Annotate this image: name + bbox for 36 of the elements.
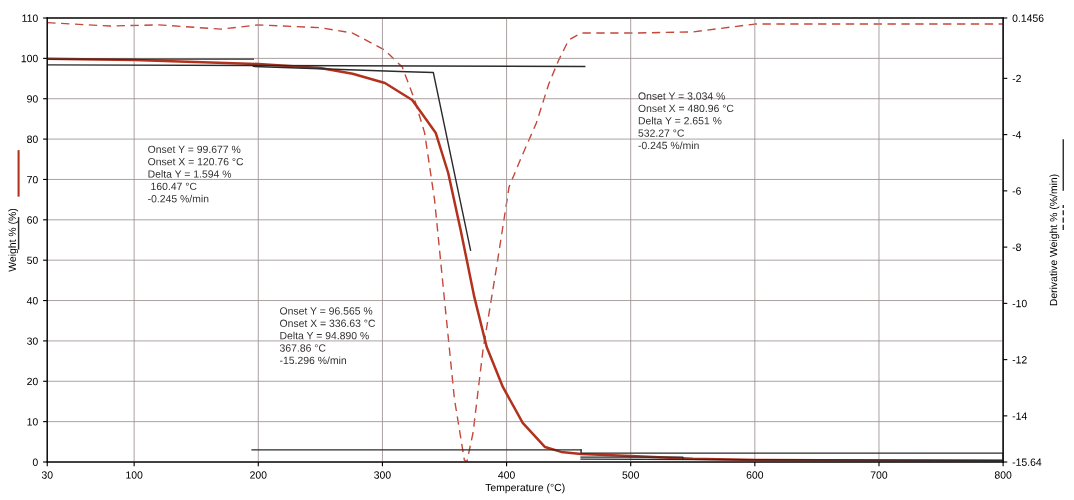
y-tick-label: 90 [27,95,38,103]
y-tick-label: 0 [32,458,38,466]
y2-axis-title: Derivative Weight % (%/min) [1049,174,1060,306]
y2-tick-label: -15.64 [1012,458,1042,466]
x-tick-label: 600 [746,471,764,479]
y-tick-label: 80 [27,135,38,143]
x-tick-label: 400 [498,471,515,479]
y-tick-label: 60 [27,216,38,224]
y2-tick-label: -6 [1012,187,1021,195]
y-tick-label: 30 [27,337,38,345]
y-tick-label: 40 [26,297,38,305]
y-tick-label: 110 [22,14,38,22]
y-tick-label: 10 [27,418,38,426]
y2-tick-label: -4 [1012,131,1022,139]
y2-tick-label: -10 [1012,299,1027,308]
x-tick-label: 500 [622,471,639,479]
annotation: Onset Y = 96.565 % Onset X = 336.63 °C Delta Y = 94.890 % 367.86 °C -15.296 %/min [279,307,376,365]
annotation: Onset Y = 3.034 % Onset X = 480.96 °C Delta Y = 2.651 % 532.27 °C -0.245 %/min [638,92,734,150]
y-tick-label: 70 [27,175,38,184]
y2-tick-label: 0.1456 [1012,14,1044,22]
y-tick-label: 50 [27,256,38,265]
y-tick-label: 20 [27,377,38,386]
x-tick-label: 30 [41,471,53,479]
y2-tick-label: -12 [1012,356,1027,364]
x-axis-title: Temperature (°C) [485,483,565,494]
y-tick-label: 100 [21,54,38,63]
x-tick-label: 300 [374,471,391,479]
x-tick-label: 200 [250,471,267,479]
x-tick-label: 800 [994,471,1012,479]
y2-tick-label: -8 [1012,243,1021,251]
y2-tick-label: -2 [1012,74,1021,83]
y-axis-title: Weight % (%) [8,208,19,272]
x-tick-label: 100 [126,471,143,479]
x-tick-label: 700 [870,471,888,479]
y2-tick-label: -14 [1012,412,1027,420]
annotation: Onset Y = 99.677 % Onset X = 120.76 °C Delta Y = 1.594 % 160.47 °C -0.245 %/min [148,145,244,203]
